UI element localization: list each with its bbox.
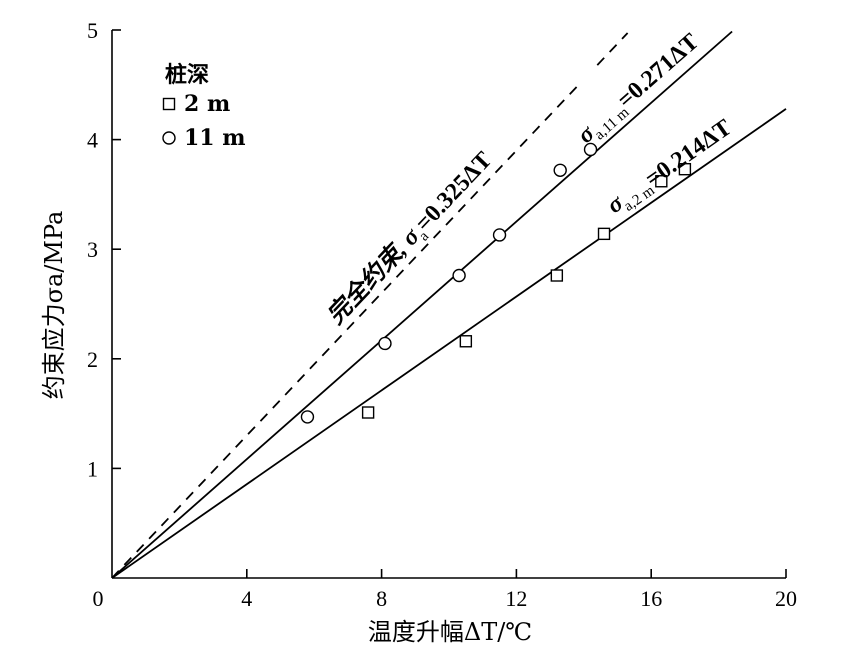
fit-line-label: σa,2 m=0.214ΔT <box>603 115 739 222</box>
legend-entry-label: 2 m <box>184 91 230 117</box>
point-2m <box>597 227 611 241</box>
point-2m <box>550 269 564 282</box>
data-markers <box>300 142 692 424</box>
full-restraint-line <box>111 82 582 579</box>
fit-lines <box>111 30 787 579</box>
fit-line <box>111 30 733 579</box>
legend: 桩深 2 m 11 m <box>162 62 246 151</box>
x-tick-label: 4 <box>241 586 252 611</box>
y-tick-label: 1 <box>87 456 98 481</box>
point-11m <box>492 228 507 242</box>
x-tick-label: 0 <box>93 586 104 611</box>
axes <box>111 30 786 579</box>
full-restraint-line <box>596 32 629 66</box>
point-2m <box>361 406 375 419</box>
legend-entry-label: 11 m <box>184 125 246 151</box>
legend-marker-square <box>162 97 176 111</box>
fit-line-label: 完全约束, σa=0.325ΔT <box>322 146 500 332</box>
legend-marker-circle <box>162 131 176 145</box>
y-tick-label: 4 <box>87 128 98 153</box>
legend-title: 桩深 <box>165 62 209 88</box>
point-11m <box>553 163 567 177</box>
point-2m <box>655 175 668 188</box>
fit-line <box>111 108 787 579</box>
x-axis-title: 温度升幅ΔT/℃ <box>368 618 532 646</box>
point-2m <box>459 335 473 348</box>
x-tick-label: 20 <box>775 586 797 611</box>
fit-line-label: σa,11 m=0.271ΔT <box>573 29 707 152</box>
x-tick-label: 16 <box>640 586 662 611</box>
x-tick-label: 8 <box>376 586 387 611</box>
point-11m <box>300 410 315 424</box>
point-11m <box>583 142 598 157</box>
y-tick-label: 5 <box>87 18 98 43</box>
y-tick-label: 3 <box>87 237 98 262</box>
y-axis-title: 约束应力σa/MPa <box>40 211 68 400</box>
x-tick-label: 12 <box>505 586 527 611</box>
point-11m <box>378 336 392 351</box>
point-2m <box>678 162 692 176</box>
point-11m <box>452 268 466 283</box>
y-tick-label: 2 <box>87 347 98 372</box>
